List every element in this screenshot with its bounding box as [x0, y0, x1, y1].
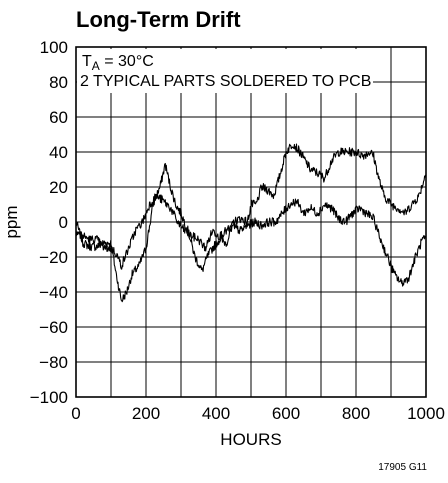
y-tick-labels: 100 80 60 40 20 0 −20 −40 −60 −80 −100 [30, 38, 68, 407]
ta-suffix: = 30°C [100, 53, 154, 70]
y-tick-label: −100 [30, 388, 68, 407]
y-tick-label: −20 [39, 248, 68, 267]
y-tick-label: −80 [39, 353, 68, 372]
y-tick-label: 80 [49, 73, 68, 92]
y-tick-label: −60 [39, 318, 68, 337]
series-layer [75, 143, 427, 303]
parts-note: 2 TYPICAL PARTS SOLDERED TO PCB [80, 73, 371, 90]
y-tick-label: 0 [59, 213, 68, 232]
x-tick-label: 200 [132, 404, 160, 423]
series-line-2 [75, 193, 426, 287]
x-tick-label: 0 [71, 404, 80, 423]
y-tick-label: 100 [40, 38, 68, 57]
x-tick-label: 400 [202, 404, 230, 423]
x-tick-label: 1000 [407, 404, 445, 423]
y-tick-label: 20 [49, 178, 68, 197]
ta-subscript: A [92, 59, 100, 73]
x-tick-label: 800 [342, 404, 370, 423]
plot-frame [75, 46, 427, 398]
y-tick-label: 60 [49, 108, 68, 127]
chart-title: Long-Term Drift [76, 7, 241, 32]
y-tick-label: 40 [49, 143, 68, 162]
x-axis-label: HOURS [220, 430, 281, 449]
series-line-1 [75, 143, 427, 303]
ta-note: TA = 30°C [82, 53, 154, 73]
y-tick-label: −40 [39, 283, 68, 302]
ta-prefix: T [82, 53, 92, 70]
x-tick-labels: 0 200 400 600 800 1000 [71, 404, 445, 423]
y-axis-label: ppm [2, 205, 21, 238]
x-tick-label: 600 [272, 404, 300, 423]
annotation-box [77, 49, 373, 93]
figure-code: 17905 G11 [378, 462, 427, 473]
